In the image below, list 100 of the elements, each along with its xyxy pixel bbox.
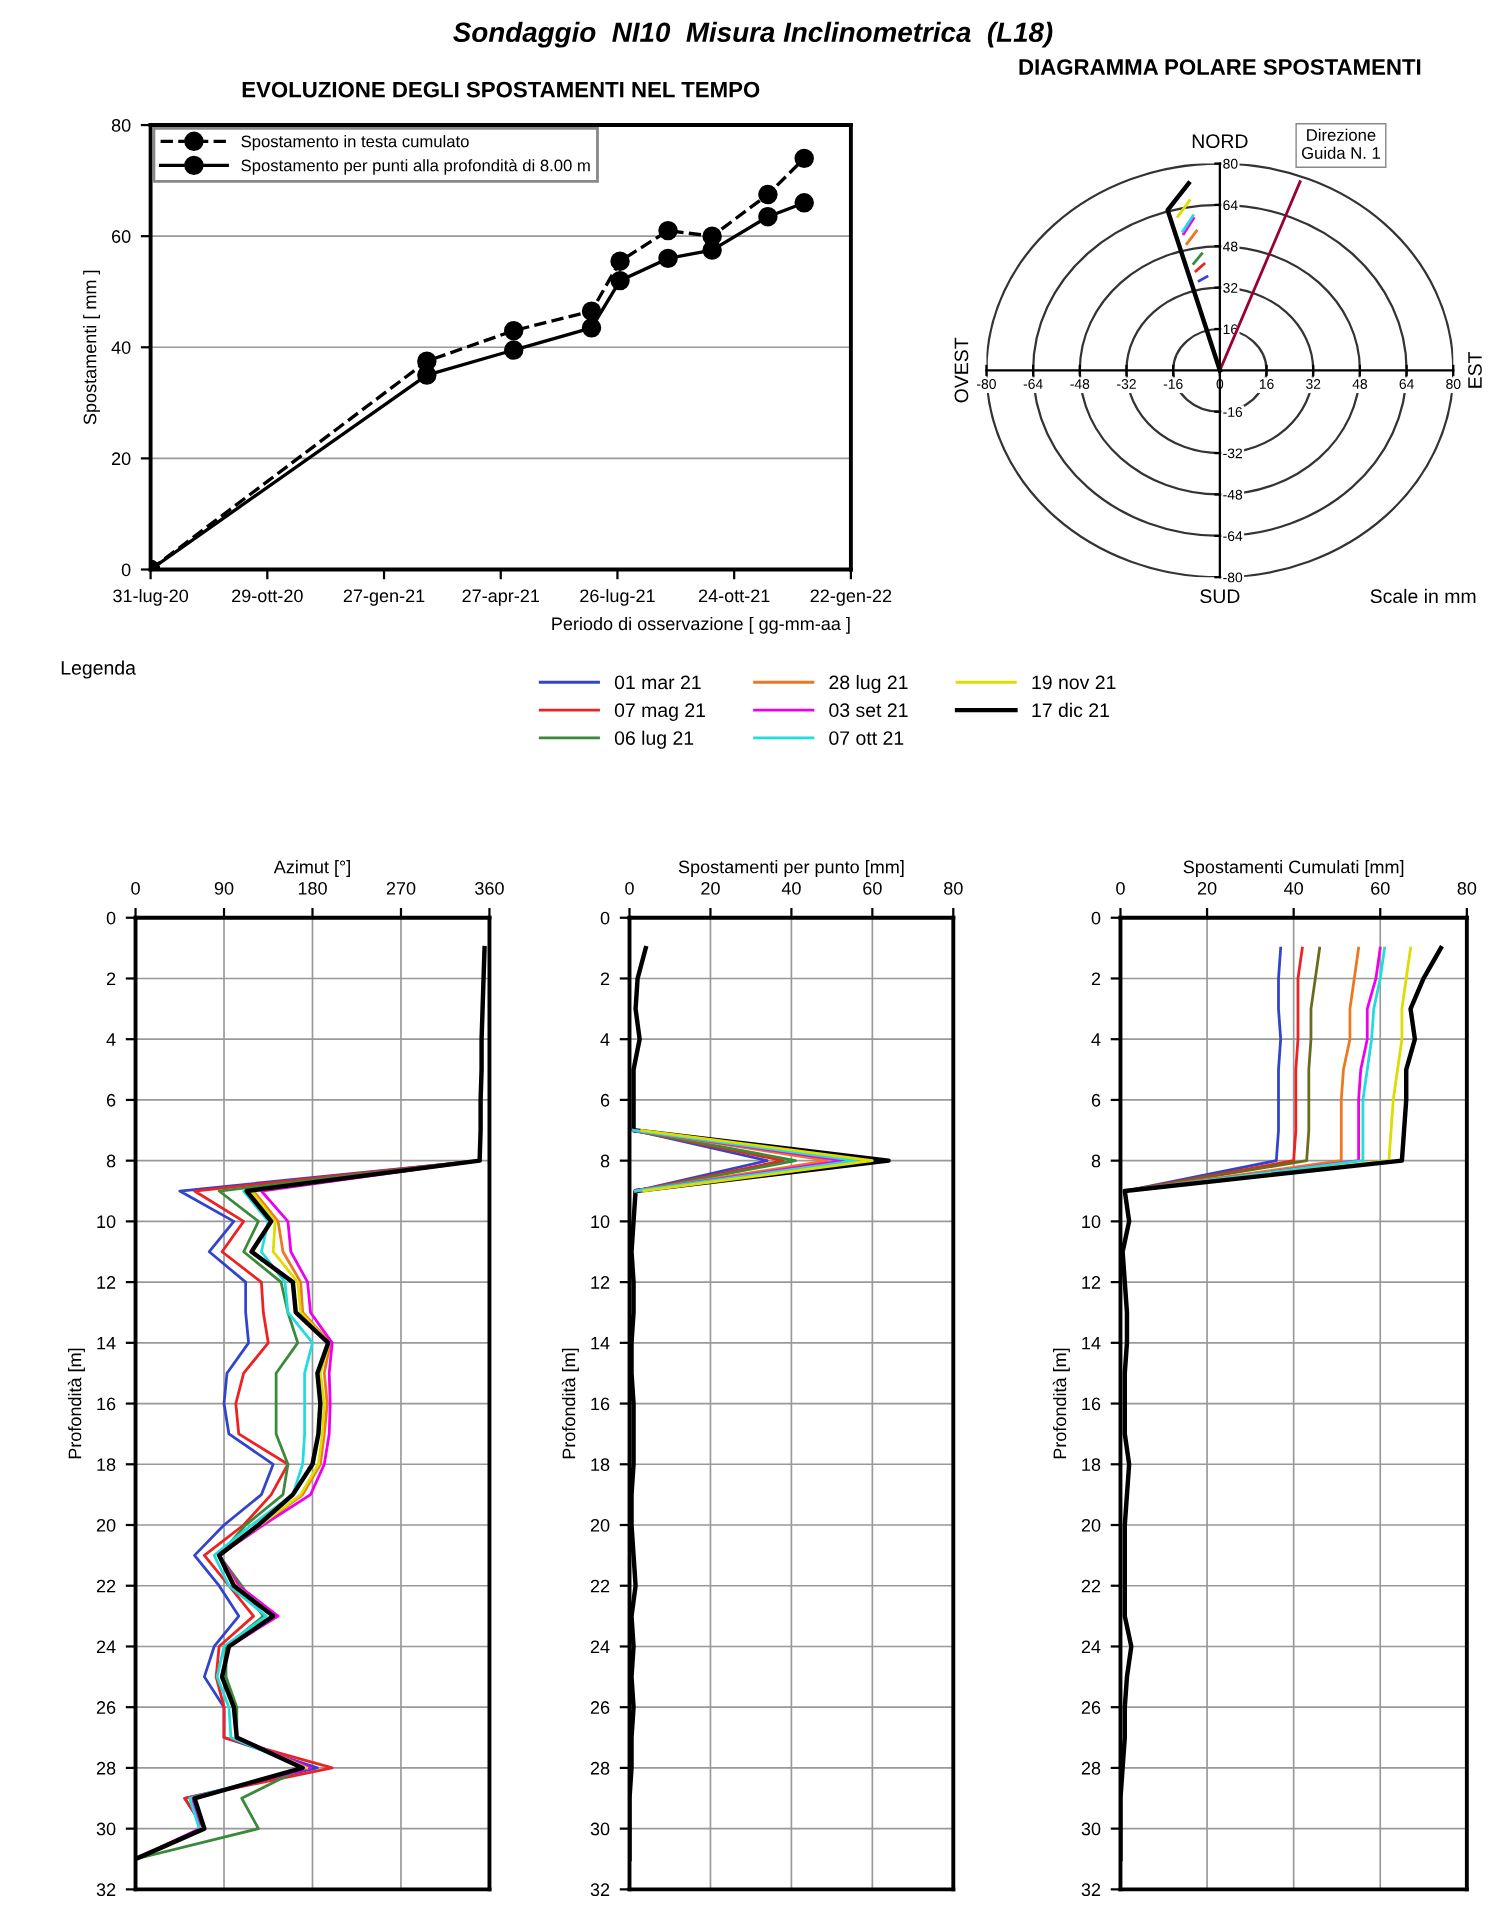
y-tick-label: 4 (1091, 1033, 1101, 1046)
x-axis-title: Azimut [°] (273, 860, 350, 877)
x-tick-label: 27-gen-21 (343, 589, 425, 606)
y-tick-label: 16 (97, 1397, 116, 1411)
y-tick-label: 0 (600, 911, 610, 925)
y-tick-label: 0 (106, 911, 116, 925)
y-tick-label: 40 (111, 341, 131, 354)
y-tick-label: 4 (600, 1033, 610, 1046)
y-axis-title: Profondità [m] (67, 1348, 85, 1459)
legend-label: 06 lug 21 (614, 730, 694, 749)
y-tick-label: 16 (1082, 1397, 1101, 1411)
y-tick-label: 26 (1081, 1701, 1101, 1714)
legend-label: Spostamento per punti alla profondità di 8.00 m (241, 158, 590, 175)
x-tick-label: 60 (1371, 881, 1390, 895)
legend-label: 01 mar 21 (614, 675, 701, 690)
x-tick-label: 360 (475, 881, 504, 895)
x-tick-label: 24-ott-21 (698, 589, 770, 603)
y-tick-label: 4 (106, 1033, 116, 1046)
x-tick-label: 270 (386, 881, 416, 895)
legend-label: 19 nov 21 (1032, 675, 1116, 690)
y-axis-title: Profondità [m] (1052, 1348, 1070, 1459)
y-tick-label: 22 (590, 1579, 610, 1593)
y-tick-label: 60 (111, 230, 131, 243)
y-tick-label: 22 (96, 1579, 116, 1593)
y-tick-label: 0 (121, 563, 131, 577)
y-tick-label: 26 (590, 1701, 610, 1714)
legend-label: 28 lug 21 (829, 674, 908, 694)
x-tick-label: 22-gen-22 (810, 589, 892, 606)
y-tick-label: 30 (590, 1822, 610, 1836)
x-axis-title: Periodo di osservazione [ gg-mm-aa ] (552, 616, 850, 634)
y-tick-label: 32 (590, 1883, 610, 1897)
y-tick-label: 14 (1082, 1336, 1101, 1350)
legend-label: 07 ott 21 (829, 731, 904, 745)
y-tick-label: 20 (590, 1518, 610, 1532)
y-tick-label: 24 (96, 1640, 116, 1654)
y-tick-label: 12 (591, 1276, 610, 1289)
x-tick-label: 60 (863, 881, 882, 895)
y-tick-label: 32 (96, 1883, 116, 1897)
y-tick-label: 2 (1091, 972, 1101, 986)
legend-label: 17 dic 21 (1032, 702, 1109, 718)
text: SUD (1200, 589, 1240, 604)
y-tick-label: 14 (591, 1336, 610, 1350)
legend-label: 03 set 21 (829, 703, 908, 718)
y-tick-label: 0 (1091, 911, 1101, 925)
y-tick-label: 6 (106, 1093, 116, 1107)
x-tick-label: 29-ott-20 (232, 589, 303, 603)
y-tick-label: 28 (1081, 1761, 1101, 1775)
y-tick-label: 18 (591, 1458, 610, 1471)
y-tick-label: 20 (111, 452, 131, 466)
x-tick-label: 40 (1284, 881, 1303, 895)
y-tick-label: 30 (1081, 1822, 1101, 1836)
x-axis-title: Spostamenti per punto [mm] (678, 860, 904, 877)
y-tick-label: 28 (590, 1761, 610, 1775)
y-tick-label: 80 (111, 118, 131, 132)
x-axis-title: Spostamenti Cumulati [mm] (1183, 860, 1404, 877)
x-tick-label: 80 (944, 881, 963, 895)
x-tick-label: 0 (131, 881, 140, 895)
y-tick-label: 18 (97, 1458, 116, 1471)
text: OVEST (954, 337, 969, 403)
text: Scale in mm (1370, 588, 1476, 604)
y-tick-label: 10 (97, 1215, 116, 1229)
legend-label: 07 mag 21 (614, 703, 706, 721)
y-tick-label: 32 (1081, 1883, 1101, 1897)
chart-title: EVOLUZIONE DEGLI SPOSTAMENTI NEL TEMPO (242, 81, 760, 98)
y-tick-label: 28 (96, 1761, 116, 1775)
y-tick-label: 8 (1091, 1154, 1101, 1168)
y-tick-label: 14 (97, 1336, 116, 1350)
legend-label: Spostamento in testa cumulato (241, 135, 469, 151)
y-tick-label: 2 (600, 972, 610, 986)
y-tick-label: 24 (1081, 1640, 1101, 1654)
y-tick-label: 20 (1081, 1518, 1101, 1532)
y-tick-label: 20 (96, 1518, 116, 1532)
chart-title: DIAGRAMMA POLARE SPOSTAMENTI (1019, 59, 1421, 75)
y-tick-label: 10 (591, 1215, 610, 1229)
y-tick-label: 12 (97, 1276, 116, 1289)
y-tick-label: 6 (1091, 1093, 1101, 1107)
x-tick-label: 20 (1197, 881, 1217, 895)
y-tick-label: 22 (1081, 1579, 1101, 1593)
y-tick-label: 2 (106, 972, 116, 986)
x-tick-label: 40 (781, 881, 801, 895)
y-tick-label: 16 (591, 1397, 610, 1411)
y-tick-label: 10 (1082, 1215, 1101, 1229)
y-tick-label: 8 (106, 1154, 116, 1168)
x-tick-label: 31-lug-20 (113, 588, 189, 606)
y-tick-label: 18 (1082, 1458, 1101, 1471)
annotation: Direzione Guida N. 1 (1301, 128, 1380, 159)
text: Sondaggio NI10 Misura Inclinometrica (L18) (453, 21, 1053, 48)
y-axis-title: Spostamenti [ mm ] (83, 270, 100, 425)
legend-title: Legenda (61, 660, 136, 679)
x-tick-label: 26-lug-21 (580, 588, 655, 606)
x-tick-label: 0 (1116, 881, 1125, 895)
text: EST (1468, 351, 1482, 388)
y-tick-label: 6 (600, 1093, 610, 1107)
x-tick-label: 20 (701, 881, 720, 895)
y-tick-label: 12 (1082, 1276, 1101, 1289)
x-tick-label: 27-apr-21 (462, 589, 540, 606)
y-tick-label: 30 (96, 1822, 116, 1836)
x-tick-label: 0 (625, 881, 634, 895)
y-tick-label: 8 (600, 1154, 610, 1168)
text: NORD (1192, 134, 1248, 149)
